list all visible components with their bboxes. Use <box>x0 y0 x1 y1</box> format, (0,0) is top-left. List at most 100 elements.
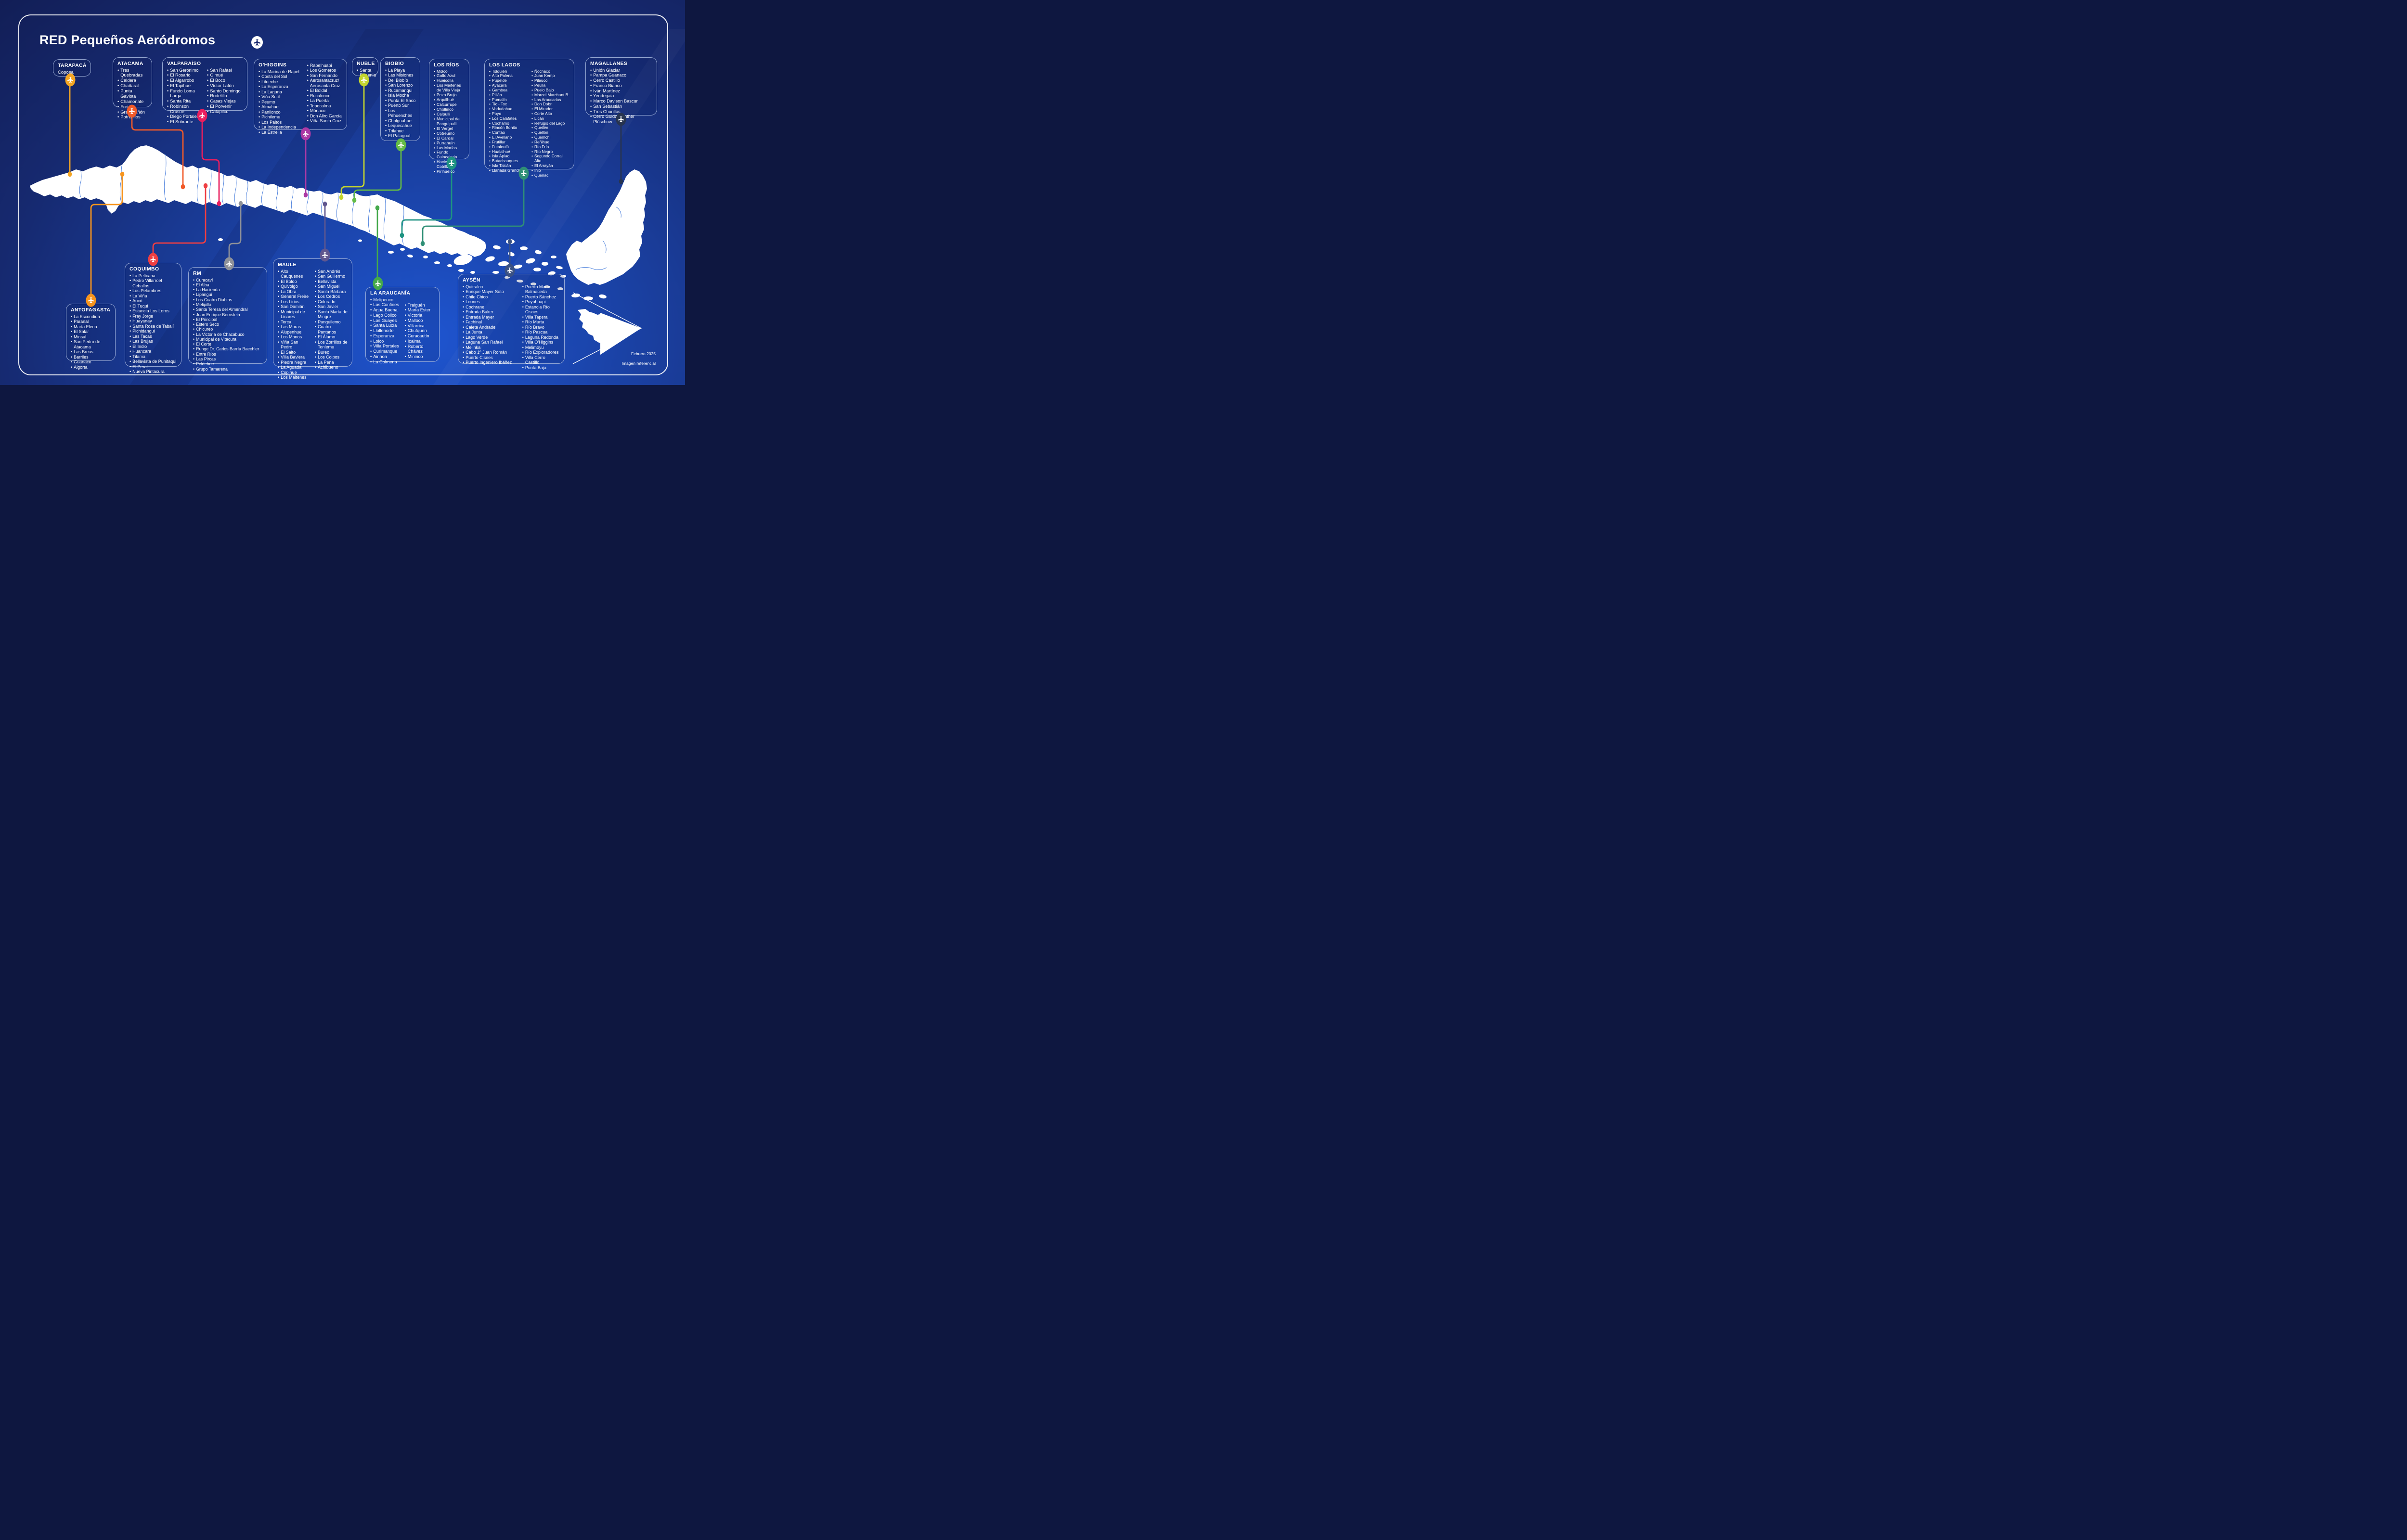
bullet: • <box>531 106 533 112</box>
airport-item: • Leones <box>463 299 518 305</box>
airport-item: • Fundo Cuincahuin <box>434 150 465 160</box>
bullet: • <box>531 130 533 135</box>
connector-line-biobio <box>353 150 402 199</box>
bullet: • <box>259 115 260 120</box>
region-title: MAULE <box>278 262 297 268</box>
bullet: • <box>129 323 131 329</box>
bullet: • <box>315 284 317 289</box>
bullet: • <box>434 68 435 74</box>
airport-item: • Melinka <box>463 345 518 350</box>
airport-item: • Lequecahue <box>385 123 416 128</box>
airport-name: Lequecahue <box>388 123 412 128</box>
airport-item: • Aerosantacruz/ Aerosanta Cruz <box>307 78 343 88</box>
island-shape <box>531 282 536 285</box>
airport-name: Caldera <box>120 78 136 83</box>
bullet: • <box>315 319 317 324</box>
airport-name: Gamboa <box>492 87 508 92</box>
island-shape <box>517 279 523 283</box>
bullet: • <box>315 349 317 355</box>
airport-name: Puerto Sánchez <box>525 294 556 299</box>
bullet: • <box>71 359 73 365</box>
region-box-loslagos: LOS LAGOS • Tolquién • Alto Palena • Pupelde • A… <box>484 59 574 178</box>
map-dot-nuble <box>339 194 344 200</box>
airport-item: • Huancara <box>129 349 177 354</box>
bullet: • <box>522 294 524 299</box>
bullet: • <box>193 342 195 347</box>
bullet: • <box>307 113 309 118</box>
bullet: • <box>489 106 491 112</box>
airport-name: Del Biobío <box>388 77 408 83</box>
bullet: • <box>531 83 533 88</box>
airport-item: • Lago Colico <box>370 313 401 318</box>
airport-item: • Rucalonco <box>307 93 343 99</box>
airport-item: • Achibueno <box>315 365 348 370</box>
map-dot-antofagasta <box>120 171 125 177</box>
bullet: • <box>522 345 524 350</box>
chile-map-layer <box>30 29 647 385</box>
airport-name: Rucamanqui <box>388 88 413 93</box>
bullet: • <box>434 145 435 150</box>
airport-name: La Viña <box>132 293 147 298</box>
airport-name: La Peña <box>318 359 334 365</box>
airport-item: • Traiguén <box>405 303 436 308</box>
bullet: • <box>129 293 131 298</box>
connector-lines <box>69 85 622 295</box>
airport-name: Cabo 1º Juan Román <box>466 350 507 355</box>
airport-name: Melipilla <box>196 302 211 307</box>
airport-name: Purrahuín <box>436 140 455 145</box>
region-title: AYSÉN <box>463 277 480 283</box>
map-dot-aysen <box>507 239 512 244</box>
region-title: BIOBÍO <box>385 61 404 66</box>
bullet: • <box>167 88 169 93</box>
bullet: • <box>167 114 169 119</box>
airport-item: • Rodelillo <box>207 93 243 99</box>
airport-item: • Los Calafates <box>489 116 528 121</box>
airport-name: Pupelde <box>492 78 507 83</box>
region-box-antofagasta: ANTOFAGASTA • La Escondida • Paranal • María E… <box>66 304 116 370</box>
airport-name: Diego Portales <box>170 114 199 119</box>
airport-item: • Municipal de Panguipulli <box>434 116 465 127</box>
bullet: • <box>259 119 260 125</box>
bullet: • <box>531 73 533 78</box>
airport-name: Los Cedros <box>318 294 340 299</box>
airport-item: • Las Breas <box>71 349 111 355</box>
map-dot-losrios <box>400 232 404 238</box>
airport-item: • La Hacienda <box>193 287 263 292</box>
bullet: • <box>370 323 372 328</box>
airport-item: • Huayanay <box>129 319 177 324</box>
airport-item: • Ñochaco <box>531 69 570 74</box>
airport-item: • El Vergel <box>434 126 465 131</box>
region-title: ÑUBLE <box>357 61 375 66</box>
bullet: • <box>434 126 435 131</box>
airport-item: • Los Maitenes <box>278 375 311 380</box>
bullet: • <box>315 324 317 330</box>
airport-item: • Hueicolla <box>434 78 465 83</box>
airport-name: La Pelícana <box>132 273 155 278</box>
island-shape <box>533 268 541 271</box>
airport-item: • Los Zorrillos de Tonlemu <box>315 340 348 350</box>
airport-name: Río Negro <box>534 149 553 154</box>
airport-name: Coposa <box>58 69 74 75</box>
airport-name: El Porvenir <box>210 103 232 109</box>
airport-item: • Los Cuatro Diablos <box>193 297 263 302</box>
bullet: • <box>207 78 209 83</box>
bullet: • <box>531 78 533 83</box>
airport-item: • La Laguna <box>259 90 303 95</box>
airport-name: Chañaral <box>120 83 139 89</box>
region-box-ohiggins: O’HIGGINS • La Marina de Rapel • Costa del S… <box>254 59 347 135</box>
airport-name: Río Exploradores <box>525 350 559 355</box>
region-title: LA ARAUCANÍA <box>370 290 411 296</box>
airport-item: • Pichilemu <box>259 115 303 120</box>
bullet: • <box>193 346 195 352</box>
airport-item: • Curacautín <box>405 334 436 339</box>
airport-item: • Rincón Bonito <box>489 126 528 130</box>
bullet: • <box>404 313 406 318</box>
airport-name: Litueche <box>261 79 278 84</box>
map-region-border <box>209 169 212 204</box>
airport-name: Copihue <box>281 370 297 375</box>
bullet: • <box>531 167 533 173</box>
airport-name: Pilauco <box>534 78 548 83</box>
airport-name: Esperanza <box>373 333 395 338</box>
airport-item: • Los Lirios <box>278 299 311 305</box>
airport-item: • Iván Martínez <box>590 89 653 94</box>
